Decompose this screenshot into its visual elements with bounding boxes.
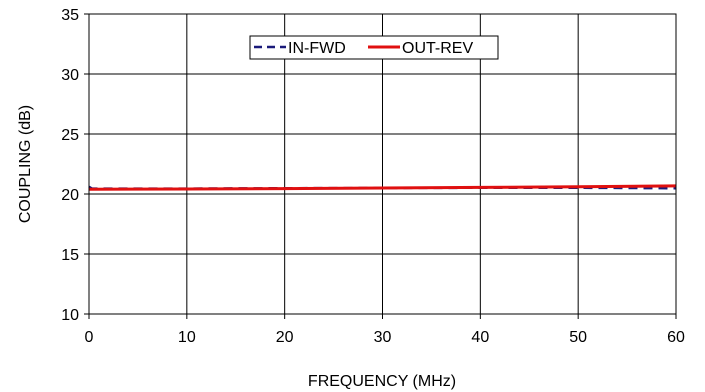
y-tick-label: 35 xyxy=(61,7,79,24)
legend-label-in-fwd: IN-FWD xyxy=(288,40,346,57)
legend: IN-FWD OUT-REV xyxy=(249,35,499,60)
x-tick-label: 30 xyxy=(374,329,392,346)
y-tick-label: 20 xyxy=(61,187,79,204)
x-tick-label: 10 xyxy=(178,329,196,346)
ticks: 0 10 20 30 40 50 60 10 15 20 25 30 35 xyxy=(61,7,685,346)
x-tick-label: 60 xyxy=(667,329,685,346)
x-tick-label: 40 xyxy=(471,329,489,346)
series-line-out-rev xyxy=(88,184,677,191)
y-tick-label: 25 xyxy=(61,127,79,144)
x-axis-title: FREQUENCY (MHz) xyxy=(308,373,456,390)
plot-border xyxy=(88,13,677,315)
x-tick-label: 20 xyxy=(276,329,294,346)
series-layer xyxy=(88,184,677,191)
y-tick-label: 30 xyxy=(61,67,79,84)
y-tick-label: 15 xyxy=(61,247,79,264)
x-tick-label: 0 xyxy=(85,329,94,346)
x-tick-label: 50 xyxy=(569,329,587,346)
legend-label-out-rev: OUT-REV xyxy=(402,40,473,57)
y-tick-label: 10 xyxy=(61,307,79,324)
y-axis-title: COUPLING (dB) xyxy=(17,105,34,223)
